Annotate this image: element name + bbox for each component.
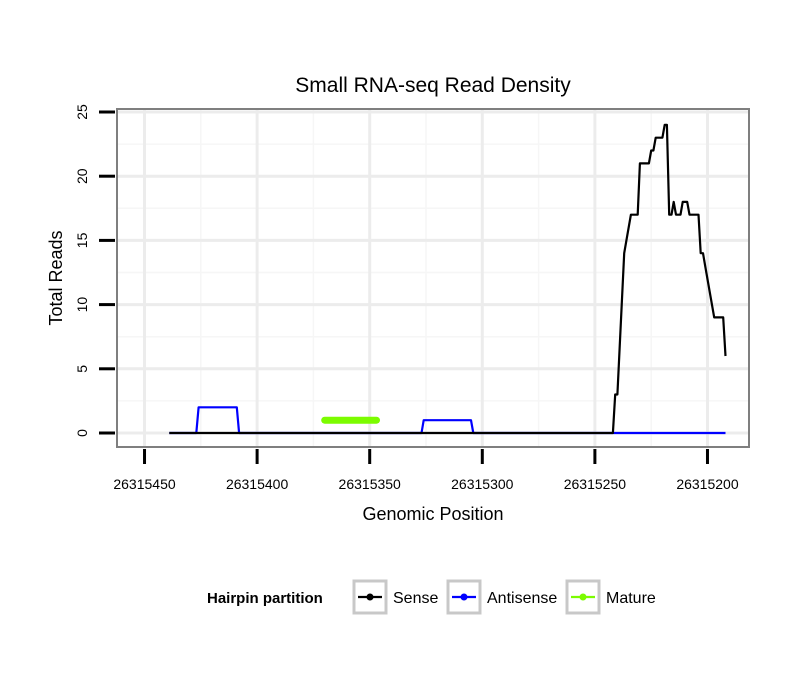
legend-label-sense: Sense bbox=[393, 590, 438, 607]
y-tick-label: 20 bbox=[74, 168, 90, 184]
series-line-sense bbox=[169, 123, 727, 435]
chart-title: Small RNA-seq Read Density bbox=[295, 74, 571, 97]
series-layer bbox=[169, 123, 727, 435]
plot-panel-border bbox=[116, 108, 750, 448]
legend-label-mature: Mature bbox=[606, 590, 656, 607]
axes: 26315450 26315400 26315350 26315300 26315250… bbox=[74, 104, 739, 492]
y-tick-label: 10 bbox=[74, 297, 90, 313]
grid bbox=[117, 109, 749, 447]
legend: Hairpin partition Sense Antisense Mature bbox=[207, 579, 656, 615]
x-tick-label: 26315300 bbox=[451, 476, 514, 492]
y-axis-label: Total Reads bbox=[46, 230, 66, 325]
x-tick-label: 26315200 bbox=[676, 476, 739, 492]
x-axis-label: Genomic Position bbox=[362, 504, 503, 524]
y-tick-label: 25 bbox=[74, 104, 90, 120]
x-tick-label: 26315400 bbox=[226, 476, 289, 492]
x-tick-label: 26315350 bbox=[339, 476, 402, 492]
legend-label-antisense: Antisense bbox=[487, 590, 557, 607]
legend-key-point-sense bbox=[366, 593, 374, 601]
legend-key-point-antisense bbox=[460, 593, 468, 601]
y-tick-label: 15 bbox=[74, 232, 90, 248]
x-tick-label: 26315450 bbox=[113, 476, 176, 492]
legend-title: Hairpin partition bbox=[207, 590, 323, 607]
legend-key-point-mature bbox=[579, 593, 587, 601]
series-line-antisense bbox=[169, 406, 726, 435]
y-tick-label: 0 bbox=[74, 429, 90, 437]
y-tick-label: 5 bbox=[74, 365, 90, 373]
x-tick-label: 26315250 bbox=[564, 476, 627, 492]
